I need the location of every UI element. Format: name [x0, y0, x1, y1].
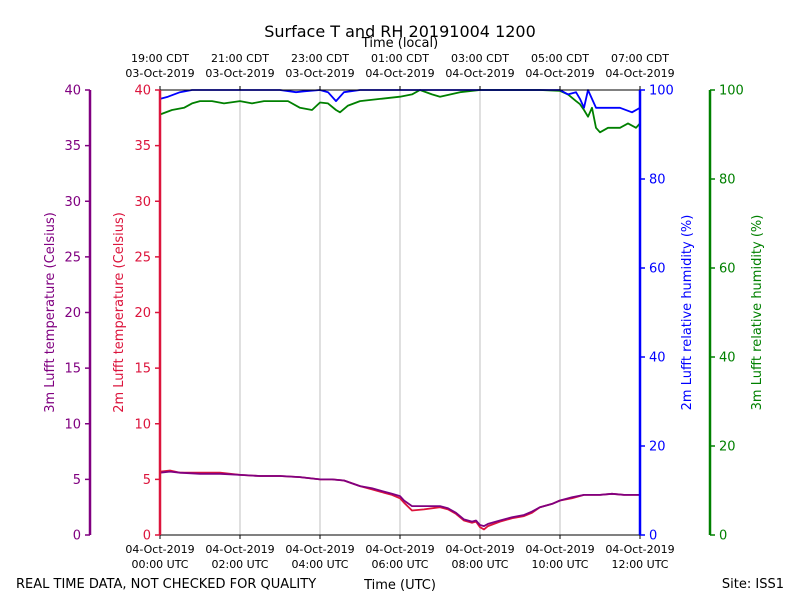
x-tick-label: 00:00 UTC [131, 558, 188, 571]
y-tick-label-t3m: 5 [73, 473, 81, 488]
top-tick-label: 03-Oct-2019 [125, 67, 194, 80]
top-tick-label: 03:00 CDT [451, 52, 509, 65]
y-tick-label-t2m: 25 [134, 250, 151, 265]
y-tick-label-t2m: 20 [134, 306, 151, 321]
series-line-t3m [159, 470, 640, 527]
y-tick-label-t2m: 35 [134, 139, 151, 154]
top-tick-label: 03-Oct-2019 [205, 67, 274, 80]
y-tick-label-rh3m: 60 [719, 262, 736, 277]
top-tick-label: 19:00 CDT [131, 52, 189, 65]
x-tick-label: 10:00 UTC [531, 558, 588, 571]
y-tick-label-rh3m: 80 [719, 173, 736, 188]
y-tick-label-t3m: 0 [73, 529, 81, 544]
x-tick-label: 04-Oct-2019 [365, 543, 434, 556]
y-tick-label-rh3m: 40 [719, 351, 736, 366]
y-axis-label-rh2m: 2m Lufft relative humidity (%) [680, 215, 695, 411]
x-tick-label: 04-Oct-2019 [285, 543, 354, 556]
top-tick-label: 04-Oct-2019 [605, 67, 674, 80]
y-tick-label-rh3m: 20 [719, 440, 736, 455]
y-tick-label-t3m: 25 [64, 250, 81, 265]
x-tick-label: 12:00 UTC [611, 558, 668, 571]
top-tick-label: 01:00 CDT [371, 52, 429, 65]
y-tick-label-rh2m: 60 [649, 262, 666, 277]
y-tick-label-rh2m: 80 [649, 173, 666, 188]
x-tick-label: 04-Oct-2019 [445, 543, 514, 556]
y-tick-label-rh2m: 40 [649, 351, 666, 366]
top-tick-label: 05:00 CDT [531, 52, 589, 65]
x-tick-label: 04:00 UTC [291, 558, 348, 571]
y-axes: 0 5 10 15 20 25 30 35 40 3m Lufft temperature (Ce… [43, 84, 765, 544]
y-tick-label-t2m: 15 [134, 362, 151, 377]
x-tick-label: 04-Oct-2019 [525, 543, 594, 556]
y-tick-label-t3m: 20 [64, 306, 81, 321]
top-tick-label: 04-Oct-2019 [525, 67, 594, 80]
y-tick-label-rh2m: 20 [649, 440, 666, 455]
top-tick-label: 04-Oct-2019 [445, 67, 514, 80]
series-line-rh3m [159, 89, 641, 134]
y-axis-label-rh3m: 3m Lufft relative humidity (%) [750, 215, 765, 411]
top-tick-label: 21:00 CDT [211, 52, 269, 65]
top-tick-label: 03-Oct-2019 [285, 67, 354, 80]
x-axis-ticks: 04-Oct-2019 00:00 UTC 04-Oct-2019 02:00 UTC… [125, 52, 674, 571]
top-tick-label: 07:00 CDT [611, 52, 669, 65]
y-tick-label-t2m: 5 [143, 473, 151, 488]
vertical-gridlines [239, 90, 561, 535]
quality-disclaimer: REAL TIME DATA, NOT CHECKED FOR QUALITY [16, 577, 316, 592]
top-tick-label: 04-Oct-2019 [365, 67, 434, 80]
top-tick-label: 23:00 CDT [291, 52, 349, 65]
x-tick-label: 04-Oct-2019 [605, 543, 674, 556]
y-tick-label-rh3m: 0 [719, 529, 727, 544]
top-axis-label: Time (local) [361, 36, 438, 51]
y-tick-label-t3m: 40 [64, 84, 81, 99]
x-tick-label: 04-Oct-2019 [205, 543, 274, 556]
y-tick-label-rh2m: 0 [649, 529, 657, 544]
y-tick-label-rh2m: 100 [649, 84, 674, 99]
chart-title: Surface T and RH 20191004 1200 [264, 22, 536, 41]
y-tick-label-t3m: 15 [64, 362, 81, 377]
y-axis-label-t2m: 2m Lufft temperature (Celsius) [112, 212, 127, 413]
y-tick-label-t2m: 30 [134, 195, 151, 210]
x-tick-label: 04-Oct-2019 [125, 543, 194, 556]
y-tick-label-t3m: 30 [64, 195, 81, 210]
x-tick-label: 06:00 UTC [371, 558, 428, 571]
x-tick-label: 02:00 UTC [211, 558, 268, 571]
y-tick-label-t2m: 0 [143, 529, 151, 544]
y-tick-label-t2m: 40 [134, 84, 151, 99]
y-tick-label-t3m: 35 [64, 139, 81, 154]
x-tick-label: 08:00 UTC [451, 558, 508, 571]
y-axis-label-t3m: 3m Lufft temperature (Celsius) [43, 212, 58, 413]
x-axis-label: Time (UTC) [363, 578, 436, 593]
y-tick-label-rh3m: 100 [719, 84, 744, 99]
y-tick-label-t2m: 10 [134, 417, 151, 432]
y-tick-label-t3m: 10 [64, 417, 81, 432]
site-label: Site: ISS1 [722, 577, 784, 592]
